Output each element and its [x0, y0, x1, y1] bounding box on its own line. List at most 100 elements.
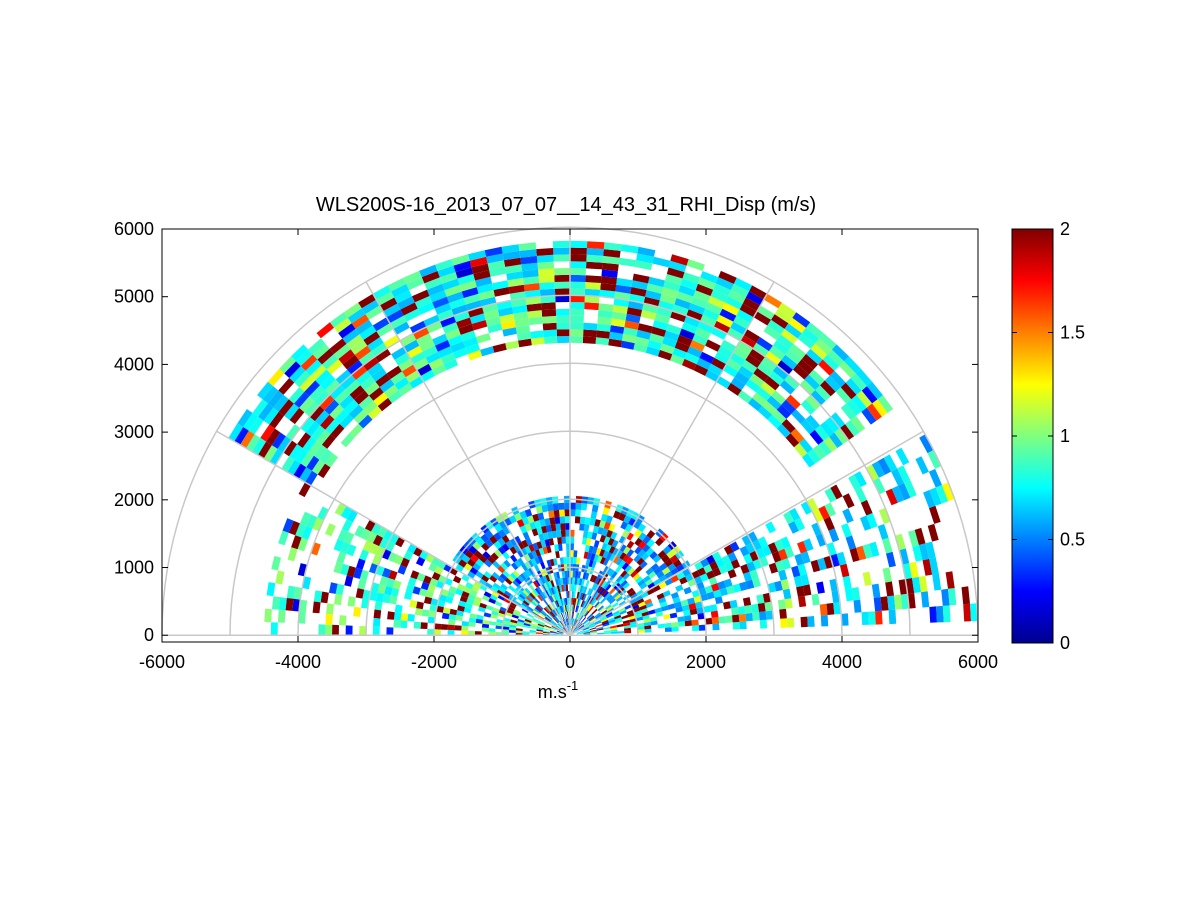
data-cell — [584, 302, 599, 311]
data-cell — [559, 516, 566, 524]
data-cell — [393, 619, 401, 628]
data-cell — [860, 499, 873, 516]
data-cell — [359, 569, 369, 581]
data-cell — [823, 516, 835, 531]
data-cell — [342, 519, 353, 532]
y-tick-label: 5000 — [114, 287, 154, 307]
data-cell — [572, 627, 577, 633]
data-cell — [615, 557, 623, 566]
data-cell — [493, 532, 502, 541]
data-cell — [506, 609, 514, 615]
data-cell — [597, 310, 613, 319]
data-cell — [532, 618, 540, 623]
data-cell — [573, 604, 576, 612]
data-cell — [877, 457, 892, 475]
data-cell — [690, 296, 708, 309]
data-cell — [360, 528, 371, 541]
data-cell — [674, 601, 682, 608]
data-cell — [581, 503, 588, 511]
colorbar-ticks: 00.511.52 — [1012, 219, 1085, 653]
data-cell — [447, 629, 455, 636]
data-cell — [553, 572, 558, 580]
x-tick-label: -4000 — [275, 652, 321, 672]
data-cell — [379, 297, 398, 312]
data-cell — [694, 561, 704, 571]
polar-grid — [161, 226, 979, 636]
data-cell — [492, 280, 509, 290]
data-cell — [536, 626, 544, 630]
data-cell — [580, 617, 587, 623]
data-cell — [594, 576, 600, 584]
data-cell — [764, 601, 773, 612]
data-cell — [528, 567, 535, 575]
data-cell — [349, 423, 364, 438]
data-cell — [377, 584, 387, 594]
data-cell — [785, 433, 800, 448]
data-cell — [491, 571, 500, 580]
data-cell — [503, 620, 511, 625]
data-cell — [389, 595, 398, 605]
data-cell — [623, 515, 632, 524]
data-cell — [715, 558, 725, 568]
data-cell — [811, 522, 823, 536]
data-cell — [861, 386, 878, 404]
data-cell — [559, 585, 563, 593]
data-cell — [497, 565, 506, 574]
data-cell — [885, 581, 894, 597]
data-cell — [710, 289, 729, 303]
data-cell — [555, 308, 570, 316]
data-cell — [283, 440, 298, 457]
colorbar-tick-label: 2 — [1060, 219, 1070, 239]
data-cell — [749, 285, 768, 300]
data-cell — [423, 575, 432, 585]
data-cell — [550, 611, 556, 617]
data-cell — [552, 609, 558, 616]
data-cell — [500, 583, 508, 591]
data-cell — [820, 421, 835, 437]
data-cell — [664, 622, 672, 628]
data-cell — [801, 353, 819, 370]
data-cell — [522, 269, 539, 278]
data-cell — [372, 626, 380, 636]
data-cell — [712, 623, 720, 631]
data-cell — [334, 502, 347, 516]
data-cell — [478, 290, 495, 301]
data-cell — [729, 599, 738, 609]
data-cell — [359, 626, 367, 636]
data-cell — [467, 593, 476, 601]
data-cell — [515, 628, 523, 632]
data-cell — [688, 602, 697, 610]
data-cell — [476, 283, 494, 294]
data-cell — [488, 631, 496, 636]
data-cell — [846, 399, 862, 416]
data-cell — [789, 343, 806, 360]
data-cell — [278, 399, 294, 416]
data-cell — [605, 552, 613, 560]
data-cell — [942, 482, 955, 502]
data-cell — [532, 580, 539, 588]
data-cell — [759, 619, 768, 629]
data-cell — [909, 561, 919, 578]
data-cell — [763, 325, 781, 340]
data-cell — [518, 242, 537, 251]
data-cell — [757, 362, 773, 377]
data-cell — [676, 291, 694, 303]
data-cell — [807, 448, 821, 464]
data-cell — [733, 346, 749, 360]
data-cell — [524, 523, 532, 532]
data-cell — [347, 360, 363, 375]
data-cell — [710, 610, 719, 618]
data-cell — [927, 523, 939, 542]
data-cell — [683, 609, 691, 617]
data-cell — [743, 329, 760, 343]
data-cell — [542, 631, 550, 634]
data-cell — [595, 337, 610, 346]
data-cell — [742, 297, 761, 312]
data-cell — [476, 537, 485, 547]
data-cell — [591, 504, 599, 513]
data-cell — [362, 589, 371, 600]
data-cell — [502, 250, 521, 261]
data-cell — [845, 420, 860, 437]
data-cell — [562, 577, 566, 585]
data-cell — [266, 582, 276, 597]
